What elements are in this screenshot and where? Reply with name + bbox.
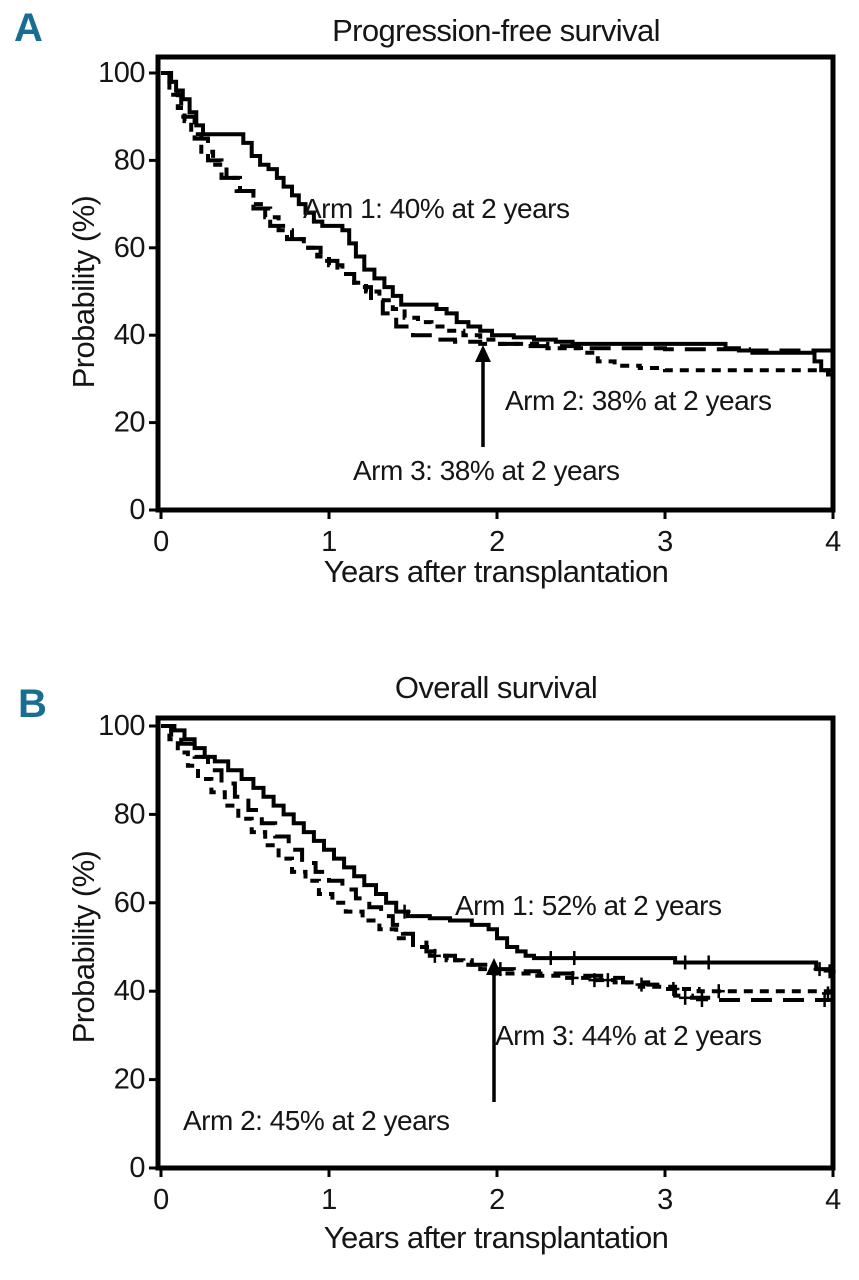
y-tick-label: 0 (129, 1152, 145, 1184)
x-tick-label: 3 (657, 1184, 673, 1216)
y-tick-label: 100 (98, 57, 145, 89)
y-tick-label: 80 (114, 798, 145, 830)
panel-a-title: Progression-free survival (332, 13, 660, 48)
y-tick-label: 20 (114, 1064, 145, 1096)
panel-b-x-axis-label: Years after transplantation (323, 1220, 669, 1255)
y-tick-label: 60 (114, 887, 145, 919)
x-tick-label: 0 (153, 1184, 169, 1216)
x-tick-label: 4 (825, 526, 841, 558)
arm-annotation-0: Arm 1: 40% at 2 years (303, 193, 570, 224)
panel-progression-free-survival: A Progression-free survival Probability … (14, 6, 842, 589)
panel-overall-survival: B Overall survival Probability (%) 0 20 40… (0, 640, 859, 1280)
km-curve-arm-2 (161, 724, 833, 1002)
annotation-arrow-head (475, 345, 491, 362)
panel-b-title: Overall survival (394, 670, 598, 705)
km-curve-arm-1 (161, 71, 833, 377)
annotation-arrow-head (486, 958, 502, 975)
y-tick-label: 20 (114, 407, 145, 439)
km-curve-arm-1 (161, 724, 835, 972)
panel-a-letter: A (14, 6, 43, 50)
y-tick-label: 60 (114, 232, 145, 264)
arm-annotation-1: Arm 3: 44% at 2 years (495, 1020, 762, 1051)
arm-annotation-2: Arm 3: 38% at 2 years (353, 455, 620, 486)
arm-annotation-0: Arm 1: 52% at 2 years (455, 890, 722, 921)
y-tick-label: 40 (114, 975, 145, 1007)
km-curve-arm-3 (161, 724, 835, 994)
panel-b-letter: B (18, 682, 47, 726)
x-tick-label: 4 (825, 1184, 841, 1216)
arm-annotation-2: Arm 2: 45% at 2 years (183, 1105, 450, 1136)
plot-frame (155, 54, 836, 513)
km-curve-arm-3 (161, 71, 835, 353)
x-tick-label: 1 (321, 526, 337, 558)
x-tick-label: 1 (321, 1184, 337, 1216)
y-tick-label: 80 (114, 144, 145, 176)
y-tick-label: 0 (129, 494, 145, 526)
x-tick-label: 3 (657, 526, 673, 558)
x-tick-label: 0 (153, 526, 169, 558)
y-tick-label: 100 (98, 710, 145, 742)
x-tick-label: 2 (489, 1184, 505, 1216)
x-tick-label: 2 (489, 526, 505, 558)
arm-annotation-1: Arm 2: 38% at 2 years (505, 385, 772, 416)
panel-b-plot: 0 20 40 60 80 100 0 1 2 3 4 Arm 1: 52% at 2 years Ar… (98, 710, 842, 1216)
y-tick-label: 40 (114, 319, 145, 351)
panel-a-x-axis-label: Years after transplantation (323, 554, 669, 589)
panel-a-plot: 0 20 40 60 80 100 0 1 2 3 4 Arm 1: 40% at 2 years Ar… (98, 54, 842, 558)
